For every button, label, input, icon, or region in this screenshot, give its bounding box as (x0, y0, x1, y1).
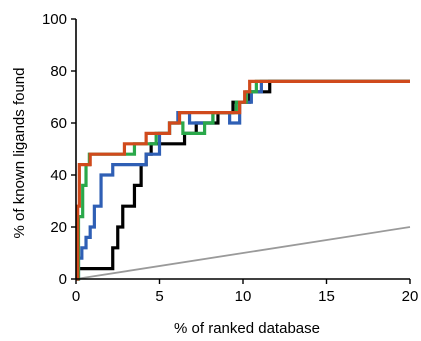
y-axis-title: % of known ligands found (11, 68, 28, 239)
y-tick-label: 60 (50, 115, 67, 132)
y-ticks: 0 20 40 60 80 100 (42, 11, 76, 288)
y-tick-label: 80 (50, 63, 67, 80)
x-tick-label: 15 (318, 288, 335, 305)
axes: 0 20 40 60 80 100 0 5 10 15 20 (42, 11, 418, 305)
x-tick-label: 5 (155, 288, 163, 305)
x-tick-label: 0 (72, 288, 80, 305)
series-line-4 (76, 79, 410, 281)
plot-lines (75, 79, 411, 281)
x-axis-title: % of ranked database (174, 320, 320, 337)
x-tick-label: 10 (235, 288, 252, 305)
y-tick-label: 100 (42, 11, 67, 28)
x-tick-label: 20 (402, 288, 419, 305)
series-line-0 (75, 226, 411, 280)
y-tick-label: 40 (50, 167, 67, 184)
y-tick-label: 20 (50, 219, 67, 236)
series-line-1 (76, 79, 410, 281)
series-line-3 (76, 79, 410, 281)
y-tick-label: 0 (59, 271, 67, 288)
x-ticks: 0 5 10 15 20 (72, 279, 419, 305)
series-line-2 (76, 79, 410, 281)
